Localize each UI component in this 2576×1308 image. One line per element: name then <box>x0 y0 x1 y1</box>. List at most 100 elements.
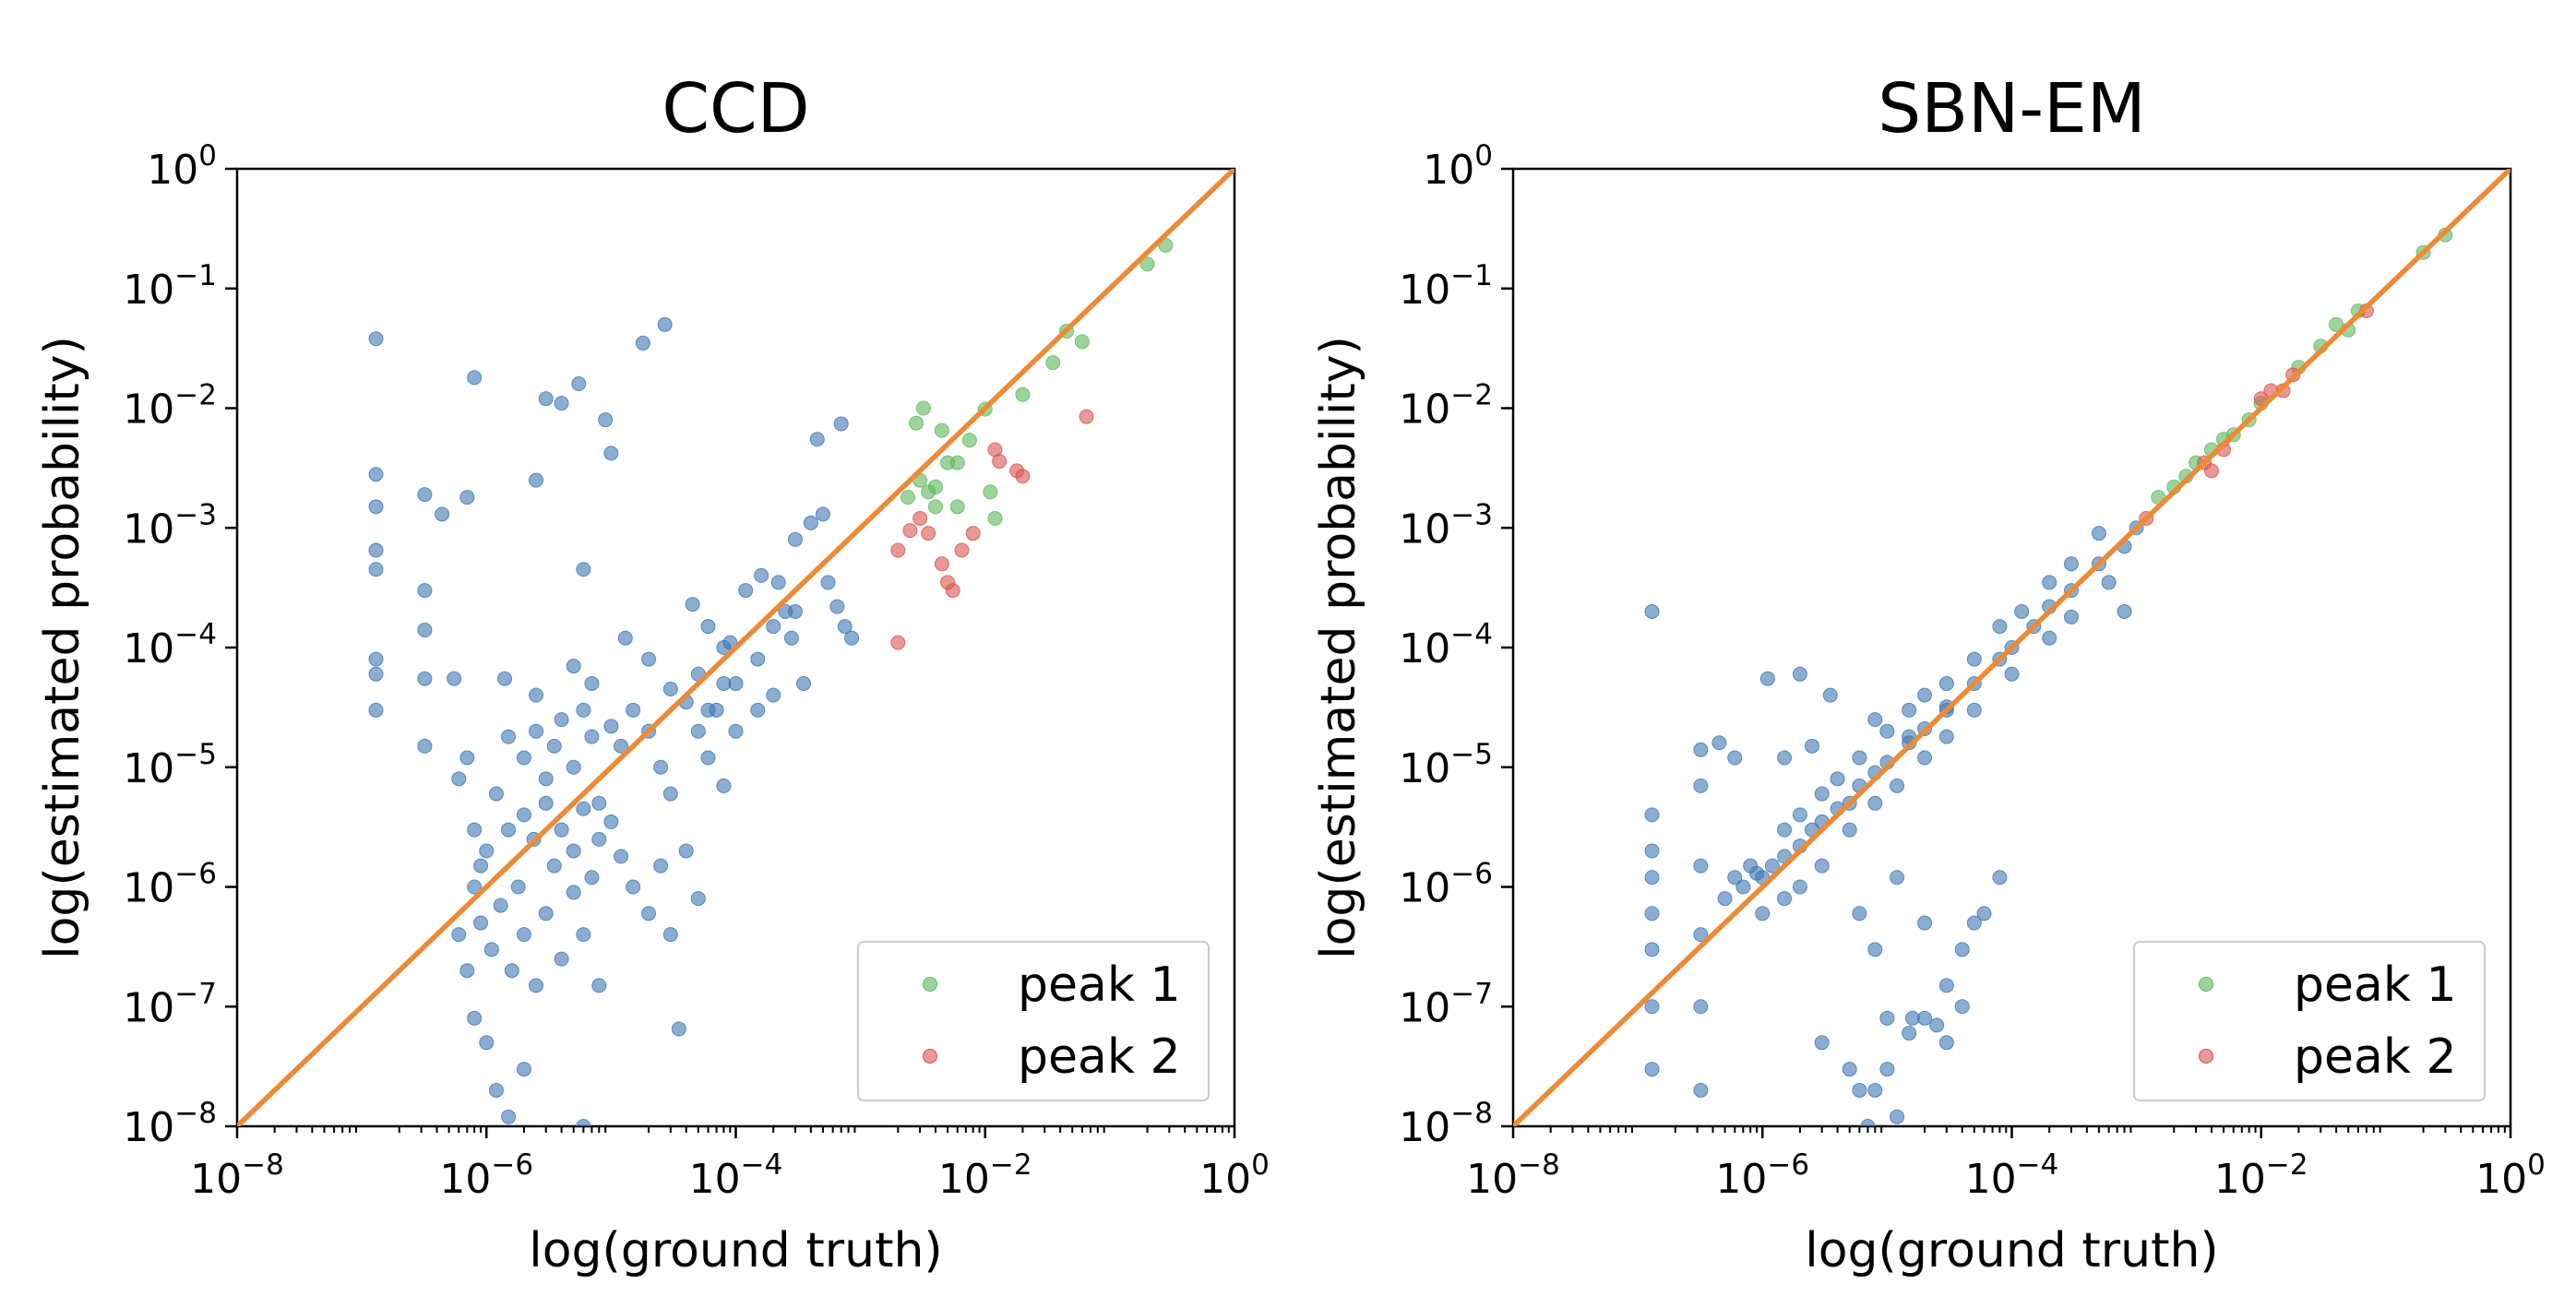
data-point-other <box>1852 750 1867 766</box>
data-point-other <box>459 750 475 766</box>
data-point-other <box>566 759 581 775</box>
data-point-peak-1 <box>927 479 943 494</box>
data-point-peak-1 <box>927 499 943 515</box>
data-point-other <box>796 676 812 692</box>
data-point-other <box>488 1082 504 1098</box>
data-point-other <box>417 487 433 503</box>
data-point-other <box>516 927 531 943</box>
data-point-other <box>1879 1062 1895 1077</box>
data-point-other <box>591 831 607 847</box>
data-point-other <box>538 771 554 787</box>
legend-marker <box>923 977 937 992</box>
data-point-other <box>598 412 614 428</box>
data-point-other <box>690 723 706 739</box>
y-tick-label: 10−6 <box>123 858 217 912</box>
data-point-other <box>467 1010 483 1026</box>
data-point-other <box>1976 906 1992 922</box>
data-point-peak-2 <box>890 542 906 558</box>
chart-sbn-em: 10−8 10−6 10−4 10−2 100 10−8 10−7 10−6 10−5 10−4 1… <box>1311 69 2546 1278</box>
data-point-other <box>538 391 554 407</box>
x-tick-label: 10−4 <box>1965 1148 2059 1203</box>
data-point-other <box>576 702 591 718</box>
data-point-other <box>614 849 629 864</box>
data-point-other <box>641 651 657 667</box>
data-point-other <box>626 702 641 718</box>
data-point-other <box>1917 750 1933 766</box>
data-point-other <box>571 376 587 392</box>
data-point-peak-2 <box>965 526 981 541</box>
data-point-other <box>368 542 384 558</box>
data-point-other <box>501 1109 517 1124</box>
data-point-other <box>1966 702 1982 718</box>
data-point-other <box>576 927 591 943</box>
data-point-other <box>566 843 581 859</box>
y-tick-label: 100 <box>147 139 217 194</box>
data-point-other <box>516 750 531 766</box>
data-point-other <box>1814 1035 1830 1051</box>
y-tick-label: 100 <box>1423 139 1493 194</box>
data-point-other <box>1792 666 1807 682</box>
x-tick-label: 10−8 <box>190 1148 284 1203</box>
data-point-other <box>1879 1010 1895 1026</box>
y-axis-label: log(estimated probability) <box>35 336 90 959</box>
x-tick-label: 10−8 <box>1466 1148 1560 1203</box>
data-point-other <box>1805 738 1820 754</box>
data-point-other <box>1693 742 1709 757</box>
data-point-other <box>584 729 600 744</box>
data-point-other <box>584 676 600 692</box>
data-point-other <box>473 915 489 931</box>
data-point-peak-1 <box>900 490 916 505</box>
data-point-other <box>766 619 781 635</box>
data-point-other <box>1644 999 1660 1015</box>
data-point-peak-1 <box>949 499 965 515</box>
x-tick-label: 10−6 <box>439 1148 533 1203</box>
data-point-other <box>417 583 433 599</box>
data-point-other <box>1842 1062 1857 1077</box>
data-point-other <box>479 843 495 859</box>
data-point-other <box>603 814 619 829</box>
data-point-other <box>1777 750 1793 766</box>
data-point-other <box>1867 1082 1883 1098</box>
data-point-other <box>1792 807 1807 823</box>
data-point-other <box>728 723 744 739</box>
y-tick-label: 10−7 <box>1399 977 1493 1031</box>
data-point-other <box>576 562 591 577</box>
data-point-other <box>1938 729 1954 744</box>
data-point-peak-1 <box>961 433 977 448</box>
data-point-other <box>728 676 744 692</box>
y-tick-label: 10−1 <box>123 259 217 314</box>
data-point-peak-2 <box>912 510 928 526</box>
data-point-other <box>529 472 544 488</box>
data-point-other <box>451 927 467 943</box>
data-point-other <box>368 467 384 482</box>
data-point-other <box>1693 999 1709 1015</box>
data-point-other <box>554 712 569 728</box>
y-tick-label: 10−3 <box>123 498 217 553</box>
data-point-other <box>1954 999 1970 1015</box>
y-tick-label: 10−5 <box>1399 738 1493 792</box>
data-point-other <box>716 778 732 793</box>
data-point-other <box>1904 1010 1920 1026</box>
data-point-other <box>1938 676 1954 692</box>
x-axis-label: log(ground truth) <box>1805 1223 2218 1278</box>
data-point-other <box>1902 1026 1917 1041</box>
data-point-other <box>554 951 569 967</box>
x-tick-label: 100 <box>2475 1148 2546 1203</box>
y-tick-label: 10−6 <box>1399 858 1493 912</box>
y-tick-label: 10−1 <box>1399 259 1493 314</box>
data-point-other <box>1717 891 1733 907</box>
data-point-other <box>617 630 633 646</box>
data-point-other <box>603 446 619 461</box>
data-point-other <box>501 729 517 744</box>
data-point-other <box>1777 822 1793 838</box>
data-point-other <box>1792 879 1807 895</box>
legend-marker <box>923 1049 937 1064</box>
data-point-other <box>700 702 716 718</box>
data-point-other <box>1902 702 1917 718</box>
data-point-peak-2 <box>992 454 1008 470</box>
data-point-peak-2 <box>1079 409 1094 424</box>
legend: peak 1 peak 2 <box>2133 941 2486 1101</box>
data-point-other <box>662 681 678 696</box>
data-point-peak-1 <box>1139 256 1155 272</box>
data-point-other <box>1644 603 1660 619</box>
